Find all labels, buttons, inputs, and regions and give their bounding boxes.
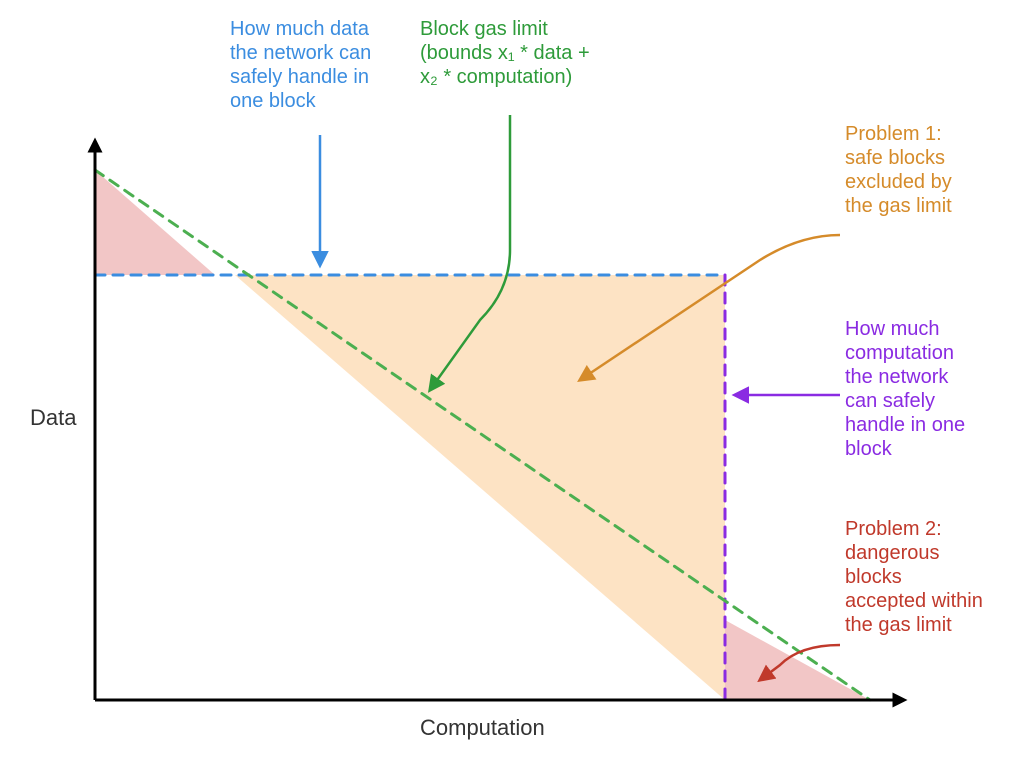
annotation-green-line: (bounds x₁ * data +: [420, 42, 590, 64]
annotation-red-line: blocks: [845, 566, 902, 588]
annotation-red-line: dangerous: [845, 542, 940, 564]
annotation-blue-line: How much data: [230, 18, 370, 40]
annotation-red-line: accepted within: [845, 590, 983, 612]
annotation-purple-line: How much: [845, 318, 939, 340]
annotation-purple-line: handle in one: [845, 414, 965, 436]
annotation-green-line: Block gas limit: [420, 18, 548, 40]
annotation-purple-line: the network: [845, 366, 949, 388]
annotation-orange-line: the gas limit: [845, 195, 952, 217]
annotation-blue-line: safely handle in: [230, 66, 369, 88]
annotation-blue-line: one block: [230, 90, 317, 112]
annotation-orange-line: safe blocks: [845, 147, 945, 169]
annotation-blue-line: the network can: [230, 42, 371, 64]
y-axis-label: Data: [30, 405, 77, 430]
x-axis-label: Computation: [420, 715, 545, 740]
annotation-green-line: x₂ * computation): [420, 66, 572, 88]
annotation-red: Problem 2:dangerousblocksaccepted within…: [760, 518, 983, 680]
annotation-purple-line: block: [845, 438, 893, 460]
annotation-orange-line: excluded by: [845, 171, 952, 193]
constraint-line-green_diag: [95, 170, 870, 700]
annotation-blue: How much datathe network cansafely handl…: [230, 18, 371, 265]
annotation-orange-line: Problem 1:: [845, 123, 942, 145]
annotation-purple: How muchcomputationthe networkcan safely…: [735, 318, 965, 460]
annotation-purple-line: can safely: [845, 390, 935, 412]
region-pink-top: [95, 170, 215, 275]
annotation-red-line: the gas limit: [845, 614, 952, 636]
region-safe-excluded: [235, 275, 725, 700]
annotation-red-line: Problem 2:: [845, 518, 942, 540]
annotation-purple-line: computation: [845, 342, 954, 364]
